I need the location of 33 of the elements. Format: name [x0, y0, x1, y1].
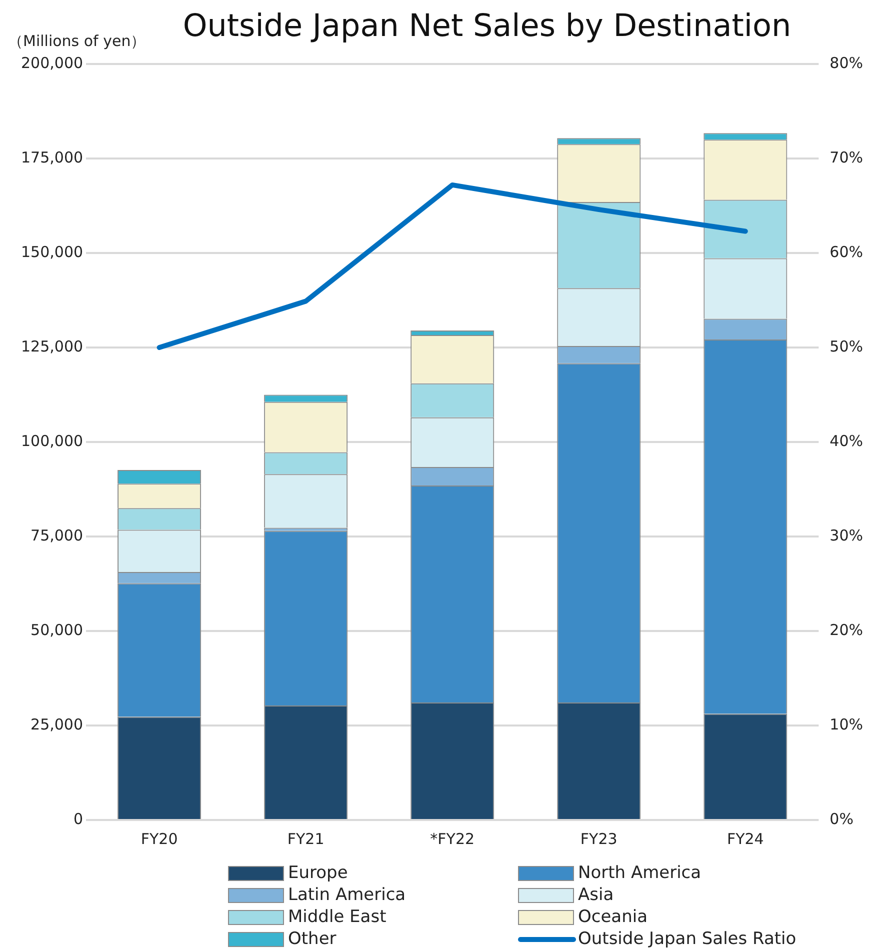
chart-title: Outside Japan Net Sales by Destination: [182, 8, 792, 44]
legend-label: Asia: [578, 885, 614, 905]
y2-tick-label: 80%: [830, 54, 864, 72]
y-tick-label: 200,000: [21, 54, 84, 72]
legend-label: Outside Japan Sales Ratio: [578, 929, 796, 949]
y-tick-label: 0: [73, 810, 84, 828]
x-tick-label: FY24: [726, 830, 764, 848]
y-tick-label: 50,000: [30, 620, 84, 639]
x-tick-label: FY23: [580, 830, 618, 848]
x-tick-label: *FY22: [430, 830, 475, 848]
legend-label: Latin America: [288, 885, 406, 905]
y2-tick-label: 60%: [830, 242, 864, 261]
y-tick-label: 75,000: [30, 526, 84, 544]
y2-tick-label: 10%: [830, 715, 864, 734]
y2-tick-label: 0%: [830, 810, 854, 828]
legend-label: Middle East: [288, 907, 386, 927]
y2-tick-label: 70%: [830, 148, 864, 166]
y-tick-label: 100,000: [21, 432, 84, 450]
y-axis-title: （Millions of yen）: [8, 32, 146, 51]
y-tick-label: 125,000: [21, 337, 84, 356]
x-tick-label: FY21: [287, 830, 324, 848]
legend-label: Other: [288, 929, 336, 949]
y2-tick-label: 40%: [830, 432, 864, 450]
y-tick-label: 150,000: [21, 242, 84, 261]
legend-label: Europe: [288, 863, 348, 883]
y-tick-label: 25,000: [30, 715, 84, 734]
y2-tick-label: 50%: [830, 337, 864, 356]
y-tick-label: 175,000: [21, 148, 84, 166]
y2-tick-label: 20%: [830, 620, 864, 639]
x-tick-label: FY20: [140, 830, 178, 848]
legend-label: North America: [578, 863, 702, 883]
legend-label: Oceania: [578, 907, 648, 927]
y2-tick-label: 30%: [830, 526, 864, 544]
